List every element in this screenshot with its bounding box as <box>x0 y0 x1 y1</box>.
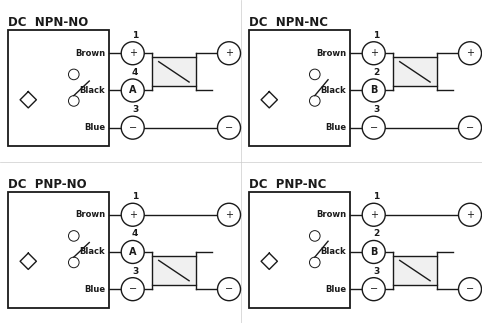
Text: −: − <box>466 123 474 133</box>
Text: +: + <box>129 48 137 58</box>
Text: 3: 3 <box>373 105 379 114</box>
Text: 1: 1 <box>373 192 379 201</box>
Text: −: − <box>466 284 474 294</box>
Text: −: − <box>129 284 137 294</box>
Circle shape <box>309 257 320 268</box>
Text: A: A <box>129 247 136 257</box>
Bar <box>393 256 437 285</box>
Text: 2: 2 <box>373 68 379 77</box>
Bar <box>152 57 196 86</box>
Text: Brown: Brown <box>75 210 105 219</box>
Text: 3: 3 <box>373 267 379 276</box>
Text: +: + <box>370 48 378 58</box>
Bar <box>393 57 437 86</box>
Bar <box>8 192 109 308</box>
Text: Brown: Brown <box>316 210 346 219</box>
Text: −: − <box>225 284 233 294</box>
Bar <box>152 256 196 285</box>
Text: −: − <box>129 123 137 133</box>
Circle shape <box>68 69 79 80</box>
Text: 1: 1 <box>132 192 138 201</box>
Text: +: + <box>225 210 233 220</box>
Circle shape <box>309 96 320 106</box>
Text: Blue: Blue <box>325 285 346 294</box>
Circle shape <box>68 96 79 106</box>
Circle shape <box>121 240 144 264</box>
Circle shape <box>68 231 79 241</box>
Text: Blue: Blue <box>84 123 105 132</box>
Circle shape <box>121 42 144 65</box>
Text: +: + <box>129 210 137 220</box>
Text: +: + <box>466 210 474 220</box>
Text: 3: 3 <box>132 105 138 114</box>
Text: +: + <box>225 48 233 58</box>
Circle shape <box>362 79 385 102</box>
Text: DC  PNP-NC: DC PNP-NC <box>249 178 326 191</box>
Text: DC  NPN-NO: DC NPN-NO <box>8 16 88 29</box>
Text: 1: 1 <box>132 31 138 40</box>
Circle shape <box>217 278 241 301</box>
Text: 3: 3 <box>132 267 138 276</box>
Circle shape <box>362 240 385 264</box>
Text: DC  NPN-NC: DC NPN-NC <box>249 16 328 29</box>
Circle shape <box>362 42 385 65</box>
Text: Blue: Blue <box>325 123 346 132</box>
Text: A: A <box>129 86 136 96</box>
Circle shape <box>458 278 482 301</box>
Text: −: − <box>370 123 378 133</box>
Text: Black: Black <box>321 86 346 95</box>
Text: Brown: Brown <box>75 49 105 58</box>
Circle shape <box>121 79 144 102</box>
Circle shape <box>458 116 482 139</box>
Circle shape <box>309 69 320 80</box>
Text: +: + <box>466 48 474 58</box>
Bar <box>8 30 109 146</box>
Bar <box>249 30 350 146</box>
Text: B: B <box>370 86 377 96</box>
Circle shape <box>458 42 482 65</box>
Circle shape <box>217 116 241 139</box>
Text: B: B <box>370 247 377 257</box>
Circle shape <box>121 116 144 139</box>
Bar <box>249 192 350 308</box>
Text: Black: Black <box>80 247 105 256</box>
Circle shape <box>458 203 482 226</box>
Text: Black: Black <box>80 86 105 95</box>
Text: Black: Black <box>321 247 346 256</box>
Text: Blue: Blue <box>84 285 105 294</box>
Circle shape <box>68 257 79 268</box>
Circle shape <box>362 116 385 139</box>
Circle shape <box>217 42 241 65</box>
Circle shape <box>121 278 144 301</box>
Text: 2: 2 <box>373 229 379 238</box>
Text: DC  PNP-NO: DC PNP-NO <box>8 178 87 191</box>
Circle shape <box>217 203 241 226</box>
Circle shape <box>309 231 320 241</box>
Text: −: − <box>225 123 233 133</box>
Text: −: − <box>370 284 378 294</box>
Circle shape <box>121 203 144 226</box>
Text: +: + <box>370 210 378 220</box>
Text: 4: 4 <box>132 68 138 77</box>
Circle shape <box>362 203 385 226</box>
Text: 4: 4 <box>132 229 138 238</box>
Text: 1: 1 <box>373 31 379 40</box>
Text: Brown: Brown <box>316 49 346 58</box>
Circle shape <box>362 278 385 301</box>
